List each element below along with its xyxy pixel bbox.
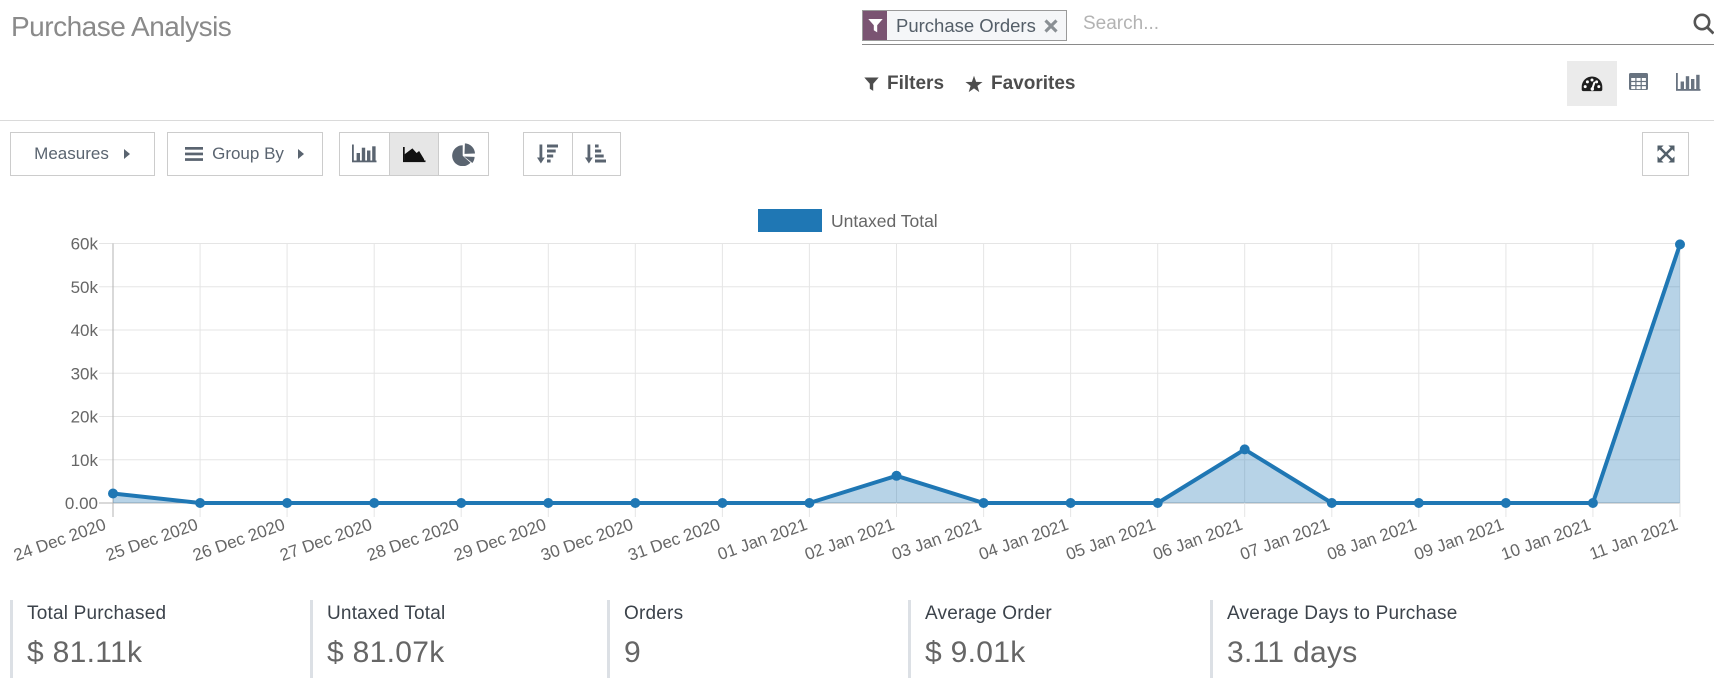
svg-text:27 Dec 2020: 27 Dec 2020 [277,515,374,565]
svg-text:30k: 30k [71,364,99,383]
svg-text:02 Jan 2021: 02 Jan 2021 [802,515,897,564]
svg-text:60k: 60k [71,235,99,254]
svg-text:26 Dec 2020: 26 Dec 2020 [190,515,287,565]
svg-text:10k: 10k [71,451,99,470]
svg-text:30 Dec 2020: 30 Dec 2020 [538,515,635,565]
svg-text:24 Dec 2020: 24 Dec 2020 [11,515,108,565]
svg-text:03 Jan 2021: 03 Jan 2021 [889,515,984,564]
svg-text:11 Jan 2021: 11 Jan 2021 [1587,515,1680,564]
svg-text:40k: 40k [71,321,99,340]
svg-text:08 Jan 2021: 08 Jan 2021 [1325,515,1420,564]
svg-text:0.00: 0.00 [65,494,98,513]
svg-text:06 Jan 2021: 06 Jan 2021 [1150,515,1245,564]
svg-text:29 Dec 2020: 29 Dec 2020 [451,515,548,565]
svg-text:10 Jan 2021: 10 Jan 2021 [1499,515,1594,564]
svg-text:09 Jan 2021: 09 Jan 2021 [1412,515,1507,564]
svg-text:25 Dec 2020: 25 Dec 2020 [103,515,200,565]
svg-text:20k: 20k [71,408,99,427]
svg-text:07 Jan 2021: 07 Jan 2021 [1238,515,1333,564]
svg-text:01 Jan 2021: 01 Jan 2021 [715,515,810,564]
svg-text:Untaxed Total: Untaxed Total [831,211,938,231]
svg-text:05 Jan 2021: 05 Jan 2021 [1063,515,1158,564]
svg-text:04 Jan 2021: 04 Jan 2021 [976,515,1071,564]
svg-text:50k: 50k [71,278,99,297]
svg-text:31 Dec 2020: 31 Dec 2020 [626,515,723,565]
svg-text:28 Dec 2020: 28 Dec 2020 [364,515,461,565]
